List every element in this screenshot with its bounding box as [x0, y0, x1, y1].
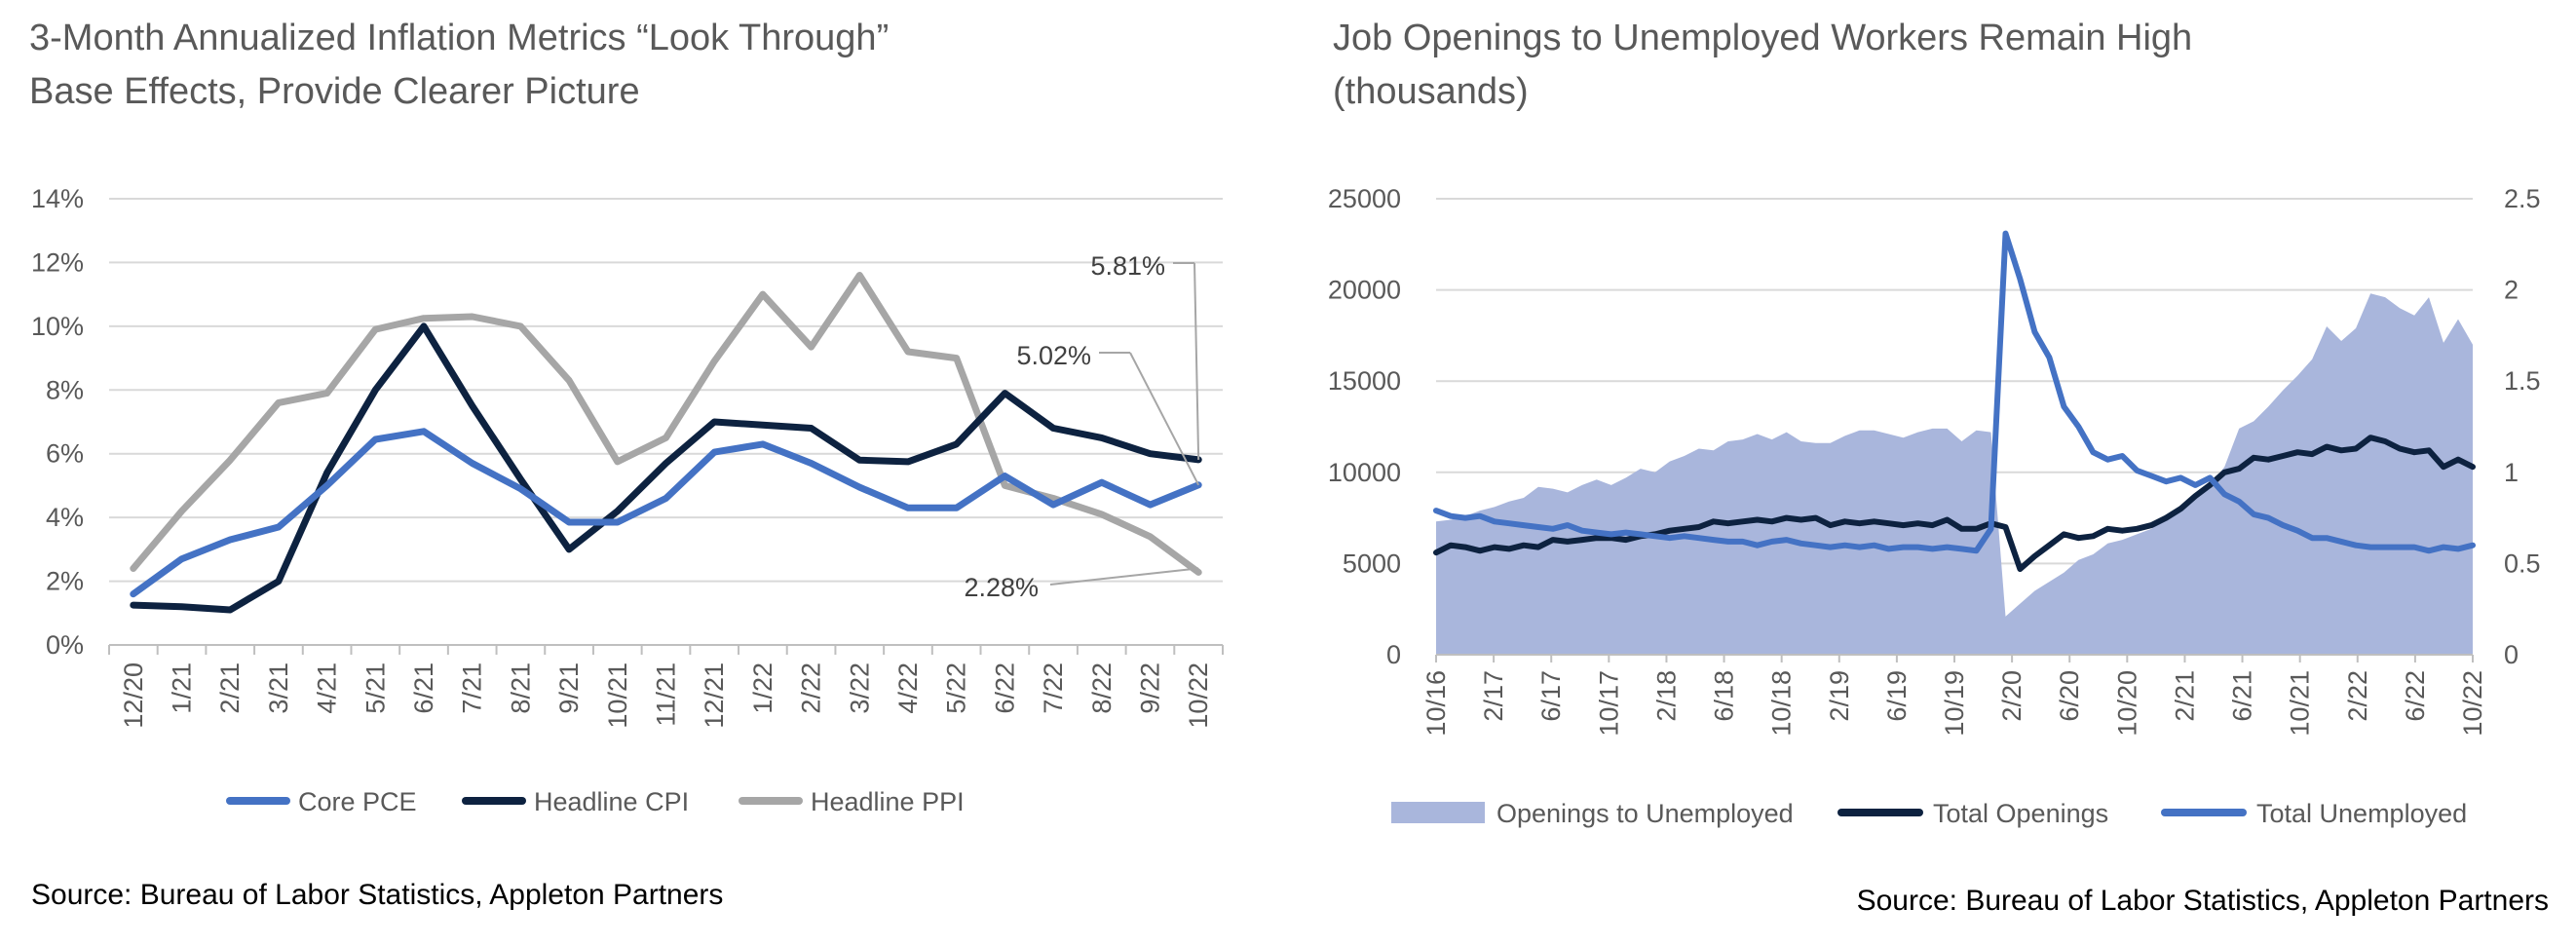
left-chart-title-line-1: 3-Month Annualized Inflation Metrics “Lo… [29, 18, 890, 58]
right-legend-label-total-unemployed: Total Unemployed [2256, 799, 2467, 828]
right-y-right-tick-label: 0.5 [2504, 549, 2541, 578]
left-x-tick-label: 8/21 [506, 662, 535, 714]
left-x-tick-label: 2/21 [215, 662, 245, 714]
left-x-tick-label: 1/21 [168, 662, 197, 714]
right-y-left-tick-label: 20000 [1328, 276, 1401, 305]
right-x-tick-label: 6/18 [1710, 670, 1739, 722]
left-legend-label-headline-cpi: Headline CPI [534, 787, 689, 816]
left-chart-title: 3-Month Annualized Inflation Metrics “Lo… [29, 12, 889, 119]
left-legend-label-core-pce: Core PCE [298, 787, 417, 816]
left-x-tick-label: 2/22 [797, 662, 826, 714]
right-y-left-tick-label: 0 [1386, 640, 1401, 669]
right-x-tick-label: 10/17 [1594, 670, 1623, 737]
right-y-left-tick-label: 15000 [1328, 366, 1401, 396]
right-x-tick-label: 10/21 [2286, 670, 2315, 737]
right-y-right-tick-label: 1 [2504, 458, 2519, 487]
left-x-tick-label: 8/22 [1087, 662, 1117, 714]
right-y-left-tick-label: 5000 [1343, 549, 1401, 578]
right-x-tick-label: 2/18 [1651, 670, 1681, 722]
left-x-tick-label: 6/22 [990, 662, 1019, 714]
right-x-tick-label: 2/21 [2170, 670, 2199, 722]
left-legend-label-headline-ppi: Headline PPI [811, 787, 965, 816]
left-callout-leader [1129, 352, 1200, 486]
right-x-tick-label: 6/19 [1882, 670, 1912, 722]
left-callout-leader [1049, 567, 1199, 586]
left-x-tick-label: 7/21 [458, 662, 487, 714]
left-callout-label: 5.02% [1016, 341, 1091, 370]
right-x-tick-label: 2/19 [1825, 670, 1854, 722]
left-series-line-headline-cpi [130, 322, 1202, 614]
left-y-tick-label: 10% [31, 312, 84, 341]
left-x-tick-label: 9/22 [1135, 662, 1164, 714]
right-x-tick-label: 10/18 [1767, 670, 1797, 737]
left-y-tick-label: 6% [46, 439, 84, 469]
left-x-tick-label: 1/22 [748, 662, 777, 714]
right-chart-title-line-1: Job Openings to Unemployed Workers Remai… [1333, 18, 2193, 58]
right-y-right-tick-label: 2.5 [2504, 184, 2541, 213]
left-x-tick-label: 3/22 [845, 662, 874, 714]
right-legend-swatch-openings-to-unemployed [1391, 802, 1485, 823]
right-series-line-total-unemployed [1433, 230, 2476, 554]
left-y-tick-label: 8% [46, 375, 84, 404]
left-chart: 0% 2% 4% 6% 8% 10% 12% 14% 12/20 1/21 2/21 3/21 4/21… [31, 184, 1224, 816]
right-y-left-tick-label: 10000 [1328, 458, 1401, 487]
left-x-tick-label: 10/22 [1184, 662, 1213, 729]
right-x-tick-label: 2/17 [1479, 670, 1508, 722]
left-x-tick-label: 12/20 [119, 662, 148, 729]
left-x-tick-label: 6/21 [409, 662, 438, 714]
right-y-left-tick-label: 25000 [1328, 184, 1401, 213]
right-source-note: Source: Bureau of Labor Statistics, Appl… [1856, 885, 2549, 917]
left-y-tick-label: 0% [46, 630, 84, 660]
right-x-tick-label: 6/17 [1536, 670, 1566, 722]
right-series-area-openings-to-unemployed [1436, 293, 2473, 655]
right-series-line-total-openings [1433, 435, 2476, 572]
left-chart-title-line-2: Base Effects, Provide Clearer Picture [29, 71, 640, 113]
right-x-tick-label: 10/22 [2458, 670, 2487, 737]
left-x-tick-label: 3/21 [264, 662, 293, 714]
right-x-tick-label: 6/21 [2228, 670, 2257, 722]
left-x-tick-label: 5/22 [942, 662, 971, 714]
right-legend-label-total-openings: Total Openings [1933, 799, 2108, 828]
right-x-tick-label: 6/22 [2401, 670, 2430, 722]
left-x-tick-label: 4/21 [313, 662, 342, 714]
right-y-right-tick-label: 1.5 [2504, 366, 2541, 396]
left-source-note: Source: Bureau of Labor Statistics, Appl… [31, 879, 724, 911]
left-series-line-core-pce [130, 428, 1202, 598]
left-series-line-headline-ppi [130, 272, 1202, 576]
left-y-tick-label: 14% [31, 184, 84, 213]
left-x-tick-label: 7/22 [1039, 662, 1068, 714]
left-x-tick-label: 12/21 [700, 662, 729, 729]
right-x-tick-label: 10/20 [2112, 670, 2141, 737]
left-x-tick-label: 11/21 [652, 662, 681, 727]
right-y-right-tick-label: 0 [2504, 640, 2519, 669]
left-x-tick-label: 9/21 [554, 662, 584, 714]
left-callout-leader [1193, 262, 1200, 460]
right-chart-title-line-2: (thousands) [1333, 71, 1529, 113]
left-x-tick-label: 10/21 [603, 662, 632, 729]
left-callout-label: 2.28% [964, 573, 1039, 602]
right-x-tick-label: 2/20 [1997, 670, 2027, 722]
right-x-tick-label: 10/16 [1421, 670, 1451, 737]
left-x-tick-label: 4/22 [893, 662, 923, 714]
right-x-tick-label: 10/19 [1940, 670, 1969, 737]
right-x-tick-label: 6/20 [2055, 670, 2084, 722]
right-chart-title: Job Openings to Unemployed Workers Remai… [1333, 12, 2192, 119]
right-chart: 0 5000 10000 15000 20000 25000 0 0.5 1 1.5 2 2.5 10/… [1328, 184, 2541, 828]
left-y-tick-label: 2% [46, 567, 84, 596]
left-y-tick-label: 12% [31, 247, 84, 277]
left-y-tick-label: 4% [46, 503, 84, 532]
right-y-right-tick-label: 2 [2504, 276, 2519, 305]
right-x-tick-label: 2/22 [2343, 670, 2372, 722]
right-legend-label-openings-to-unemployed: Openings to Unemployed [1496, 799, 1794, 828]
left-x-tick-label: 5/21 [360, 662, 390, 714]
left-callout-label: 5.81% [1090, 251, 1165, 281]
